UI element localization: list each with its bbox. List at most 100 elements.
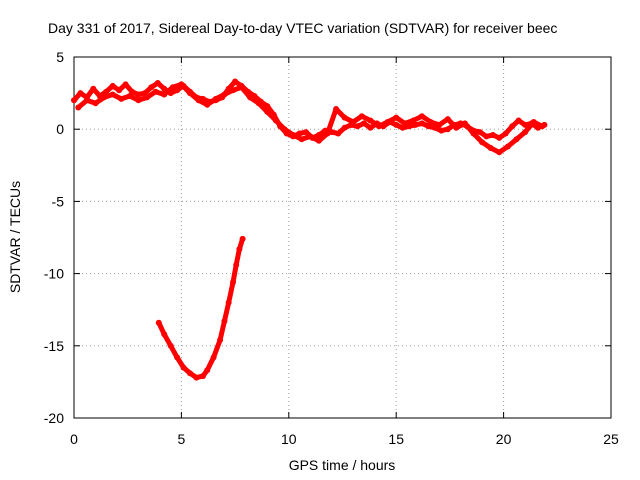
data-point	[315, 137, 322, 144]
data-point	[350, 119, 357, 125]
data-point	[427, 119, 434, 125]
data-point	[513, 136, 520, 143]
data-point	[239, 235, 246, 242]
data-point	[236, 246, 243, 253]
data-point	[212, 95, 219, 102]
data-point	[367, 124, 374, 131]
data-point	[174, 354, 181, 361]
data-point	[217, 337, 224, 343]
data-point	[122, 81, 129, 88]
data-point	[401, 120, 408, 127]
data-point	[75, 104, 82, 111]
data-point	[210, 354, 217, 361]
data-point	[187, 370, 193, 377]
x-tick-label: 15	[388, 431, 404, 447]
data-point	[530, 119, 537, 125]
data-point	[221, 318, 228, 325]
data-point	[118, 95, 125, 102]
data-point	[135, 97, 142, 104]
data-point	[178, 81, 185, 88]
chart-title: Day 331 of 2017, Sidereal Day-to-day VTE…	[48, 20, 557, 36]
data-point	[116, 87, 123, 94]
data-point	[509, 123, 516, 130]
data-point	[410, 117, 417, 124]
x-tick-label: 10	[281, 431, 297, 447]
data-point	[272, 117, 279, 124]
series-line-sdtvar-dip	[156, 236, 246, 381]
data-point	[290, 132, 297, 138]
data-point	[126, 93, 133, 99]
data-point	[281, 126, 288, 133]
data-point	[444, 116, 451, 123]
data-point	[90, 85, 97, 92]
data-point	[195, 97, 202, 104]
data-point	[333, 106, 340, 112]
data-point	[161, 331, 168, 338]
grid	[74, 57, 611, 418]
data-point	[393, 114, 400, 121]
data-point	[180, 364, 187, 371]
data-point	[504, 143, 511, 150]
x-tick-label: 0	[70, 431, 78, 447]
data-point	[255, 100, 262, 107]
data-point	[502, 130, 509, 137]
x-tick-label: 25	[603, 431, 619, 447]
data-point	[199, 373, 206, 380]
data-point	[161, 91, 168, 98]
data-point	[92, 100, 99, 107]
data-point	[152, 88, 159, 95]
data-point	[101, 94, 108, 101]
data-point	[444, 126, 451, 133]
data-point	[230, 87, 236, 94]
data-point	[438, 127, 445, 134]
x-tick-label: 20	[496, 431, 512, 447]
data-point	[479, 139, 486, 146]
ticks: 0 5 10 15 20 25 5 0 -5 -10 -15 -20	[44, 49, 619, 447]
data-point	[154, 80, 161, 86]
data-point	[453, 124, 460, 131]
data-point	[419, 113, 425, 120]
data-point	[515, 117, 522, 124]
data-point	[187, 90, 193, 97]
data-point	[83, 97, 90, 104]
data-point	[470, 130, 477, 137]
y-tick-label: 0	[56, 121, 64, 137]
data-point	[204, 367, 211, 374]
data-point	[109, 91, 116, 98]
data-point	[341, 114, 348, 121]
data-point	[230, 279, 236, 286]
data-point	[341, 124, 348, 131]
y-tick-label: 5	[56, 49, 64, 65]
data-point	[496, 134, 503, 141]
data-point	[376, 123, 382, 130]
data-point	[77, 90, 84, 97]
data-point	[103, 88, 110, 95]
data-point	[135, 91, 142, 98]
data-point	[225, 299, 232, 306]
y-tick-label: -15	[44, 338, 64, 354]
data-point	[232, 78, 239, 85]
data-point	[193, 374, 200, 381]
data-point	[354, 123, 361, 130]
data-point	[419, 120, 425, 127]
data-point	[148, 84, 155, 91]
data-point	[298, 136, 305, 143]
data-point	[358, 113, 365, 120]
data-point	[144, 94, 150, 101]
x-axis-label: GPS time / hours	[289, 457, 396, 473]
data-point	[71, 97, 77, 104]
data-point	[496, 149, 503, 156]
data-point	[169, 84, 176, 91]
data-point	[109, 82, 116, 89]
series-group	[71, 78, 548, 381]
data-point	[324, 130, 331, 137]
data-point	[204, 101, 211, 108]
data-point	[303, 129, 309, 136]
data-point	[522, 121, 529, 128]
y-tick-label: -10	[44, 266, 64, 282]
y-tick-label: -20	[44, 410, 64, 426]
data-point	[393, 121, 400, 128]
data-point	[167, 342, 174, 349]
data-point	[477, 129, 483, 136]
